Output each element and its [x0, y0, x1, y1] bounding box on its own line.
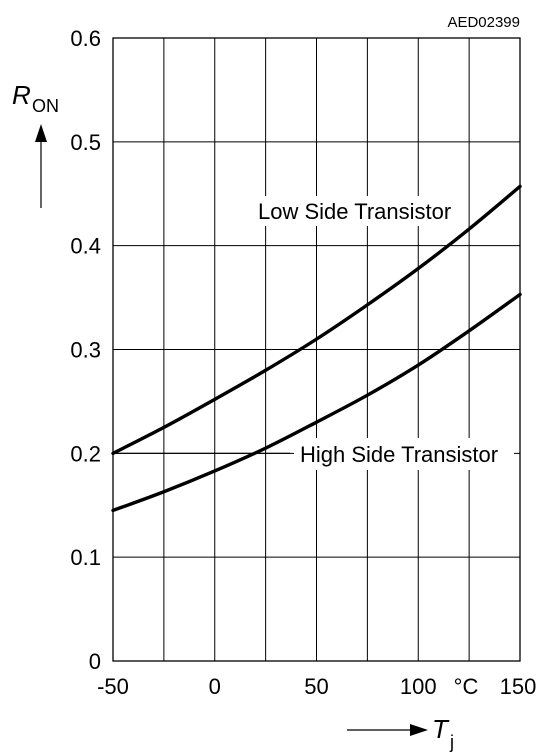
y-tick-label: 0.3 — [70, 338, 101, 363]
y-tick-label: 0.1 — [70, 545, 101, 570]
x-tick-label: 150 — [500, 674, 537, 699]
y-axis-symbol: R — [12, 80, 31, 110]
y-tick-label: 0.5 — [70, 130, 101, 155]
series-line — [111, 184, 522, 456]
low-side-label-background — [252, 196, 464, 226]
x-tick-label: 0 — [209, 674, 221, 699]
low-side-label: Low Side Transistor — [258, 199, 451, 224]
tick-labels: 00.10.20.30.40.50.6-50 0 50 100 150 — [70, 26, 536, 699]
x-axis-unit: °C — [454, 674, 479, 699]
high-side-label: High Side Transistor — [300, 442, 498, 467]
x-axis-label: T j — [347, 714, 454, 752]
x-axis-arrow-head — [410, 724, 428, 736]
series-lines — [111, 184, 522, 513]
plot-frame — [112, 37, 521, 662]
y-tick-label: 0.2 — [70, 441, 101, 466]
figure-code: AED02399 — [447, 14, 520, 31]
x-axis-symbol: T — [432, 714, 450, 744]
y-tick-label: 0.6 — [70, 26, 101, 51]
series-line — [111, 292, 522, 513]
x-tick-label: -50 — [97, 674, 129, 699]
x-tick-label: 100 — [400, 674, 437, 699]
y-axis-arrow-head — [35, 124, 47, 142]
grid — [113, 38, 520, 661]
x-axis-subscript: j — [449, 732, 454, 752]
y-axis-subscript: ON — [32, 96, 59, 116]
series-annotations: Low Side Transistor High Side Transistor — [113, 196, 514, 470]
high-side-label-background — [294, 438, 514, 470]
y-tick-label: 0 — [89, 649, 101, 674]
x-tick-label: 50 — [304, 674, 328, 699]
y-axis-label: R ON — [12, 80, 59, 208]
y-tick-label: 0.4 — [70, 234, 101, 259]
